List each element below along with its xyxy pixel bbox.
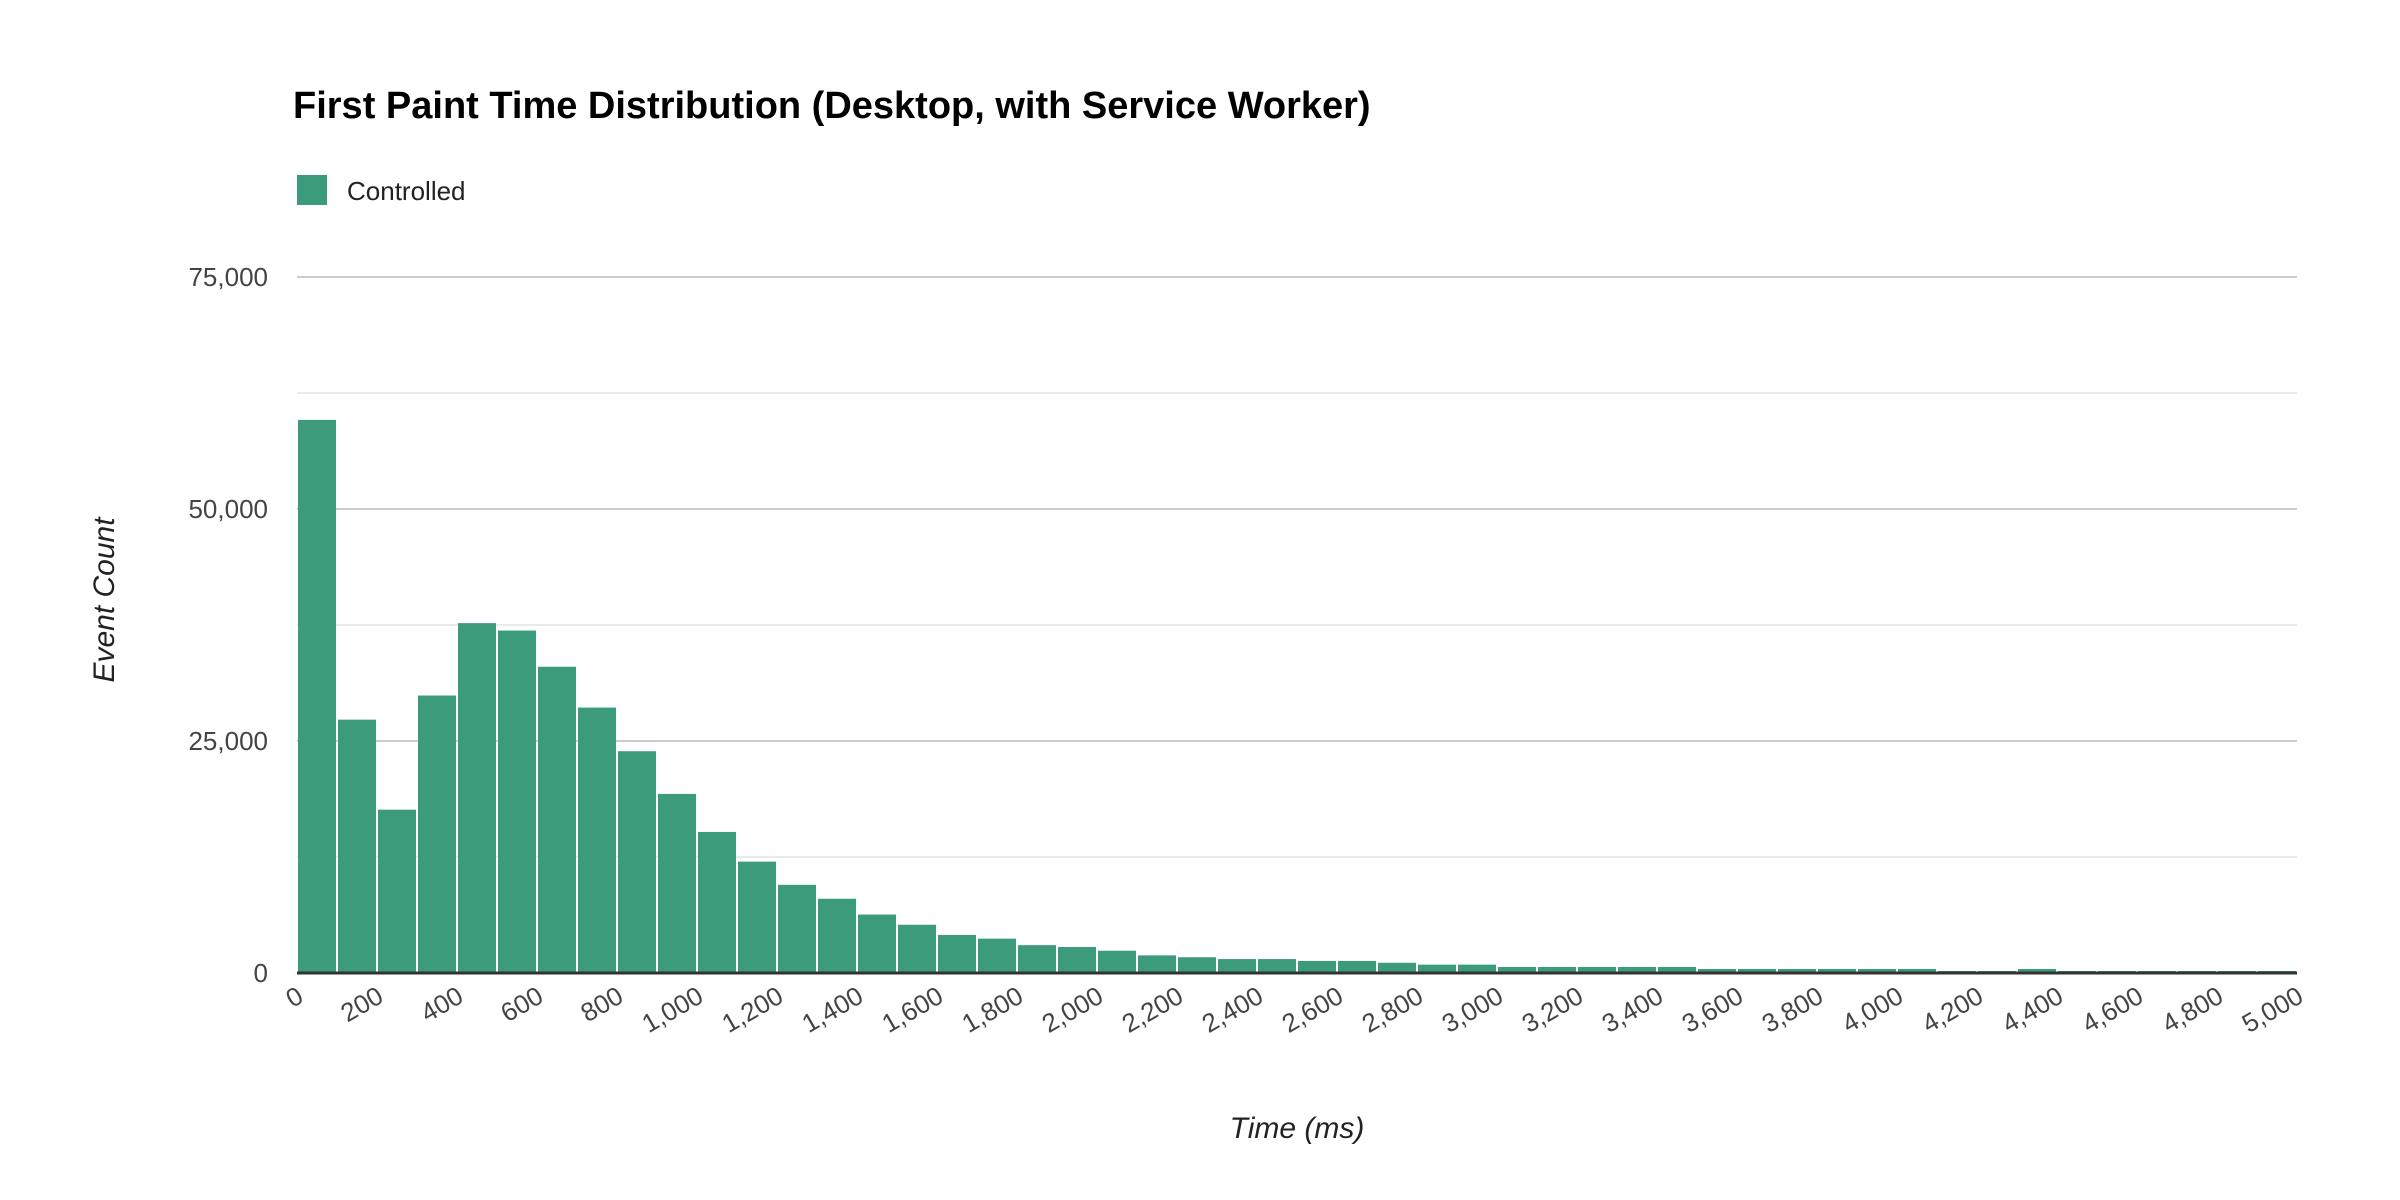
histogram-bar bbox=[1618, 966, 1656, 973]
x-tick-label: 4,200 bbox=[1917, 980, 1988, 1039]
histogram-bar bbox=[818, 898, 856, 973]
x-tick-label: 2,400 bbox=[1197, 980, 1268, 1039]
x-tick-label: 1,800 bbox=[957, 980, 1028, 1039]
histogram-bar bbox=[338, 719, 376, 973]
legend-swatch-controlled bbox=[297, 175, 327, 205]
x-tick-label: 4,000 bbox=[1837, 980, 1908, 1039]
x-tick-label: 4,800 bbox=[2157, 980, 2228, 1039]
x-axis-ticks: 0 200 400 600 800 1,000 1,200 1,400 1,600 1,800 2,… bbox=[280, 980, 2308, 1039]
histogram-bar bbox=[1378, 962, 1416, 973]
x-tick-label: 3,800 bbox=[1757, 980, 1828, 1039]
histogram-bar bbox=[2018, 969, 2056, 973]
x-tick-label: 200 bbox=[335, 980, 388, 1028]
x-tick-label: 3,000 bbox=[1437, 980, 1508, 1039]
histogram-bar bbox=[1498, 966, 1536, 973]
x-tick-label: 1,400 bbox=[797, 980, 868, 1039]
histogram-bar bbox=[1858, 969, 1896, 973]
histogram-bar bbox=[1258, 959, 1296, 973]
histogram-bar bbox=[1418, 964, 1456, 973]
histogram-bar bbox=[1818, 969, 1856, 973]
histogram-bar bbox=[738, 861, 776, 973]
y-tick-label: 75,000 bbox=[188, 262, 268, 292]
histogram-bar bbox=[458, 623, 496, 973]
histogram-bar bbox=[538, 666, 576, 973]
legend-label-controlled: Controlled bbox=[347, 176, 466, 206]
histogram-bar bbox=[1778, 969, 1816, 973]
histogram-bar bbox=[1538, 966, 1576, 973]
x-tick-label: 2,000 bbox=[1037, 980, 1108, 1039]
histogram-bar bbox=[1138, 955, 1176, 973]
x-tick-label: 0 bbox=[280, 980, 308, 1013]
x-axis-title: Time (ms) bbox=[1230, 1112, 1365, 1145]
x-tick-label: 600 bbox=[495, 980, 548, 1028]
x-tick-label: 2,200 bbox=[1117, 980, 1188, 1039]
histogram-bar bbox=[1898, 969, 1936, 973]
x-tick-label: 2,800 bbox=[1357, 980, 1428, 1039]
y-tick-label: 0 bbox=[254, 958, 268, 988]
x-tick-label: 1,000 bbox=[637, 980, 708, 1039]
histogram-bar bbox=[618, 751, 656, 973]
histogram-bar bbox=[1218, 959, 1256, 973]
x-tick-label: 4,400 bbox=[1997, 980, 2068, 1039]
histogram-bar bbox=[1698, 969, 1736, 973]
histogram-bar bbox=[1178, 957, 1216, 973]
x-tick-label: 800 bbox=[575, 980, 628, 1028]
histogram-bar bbox=[1098, 950, 1136, 973]
bars bbox=[298, 419, 2296, 973]
histogram-bar bbox=[1458, 964, 1496, 973]
x-tick-label: 1,600 bbox=[877, 980, 948, 1039]
legend: Controlled bbox=[297, 175, 466, 206]
histogram-bar bbox=[298, 419, 336, 973]
histogram-bar bbox=[658, 793, 696, 973]
histogram-bar bbox=[378, 809, 416, 973]
y-tick-label: 50,000 bbox=[188, 494, 268, 524]
histogram-bar bbox=[938, 934, 976, 973]
x-tick-label: 4,600 bbox=[2077, 980, 2148, 1039]
histogram-bar bbox=[1298, 960, 1336, 973]
histogram-bar bbox=[1338, 960, 1376, 973]
histogram-bar bbox=[978, 938, 1016, 973]
y-axis-ticks: 0 25,000 50,000 75,000 bbox=[188, 262, 268, 988]
x-tick-label: 3,200 bbox=[1517, 980, 1588, 1039]
histogram-bar bbox=[1658, 966, 1696, 973]
histogram-bar bbox=[1738, 969, 1776, 973]
histogram-bar bbox=[898, 924, 936, 973]
gridlines bbox=[297, 276, 2297, 858]
x-tick-label: 1,200 bbox=[717, 980, 788, 1039]
x-tick-label: 2,600 bbox=[1277, 980, 1348, 1039]
x-tick-label: 3,400 bbox=[1597, 980, 1668, 1039]
histogram-bar bbox=[578, 707, 616, 973]
y-tick-label: 25,000 bbox=[188, 726, 268, 756]
x-tick-label: 5,000 bbox=[2237, 980, 2308, 1039]
x-tick-label: 400 bbox=[415, 980, 468, 1028]
histogram-bar bbox=[778, 884, 816, 973]
histogram-bar bbox=[498, 630, 536, 973]
histogram-bar bbox=[418, 695, 456, 973]
histogram-bar bbox=[1058, 947, 1096, 973]
histogram-bar bbox=[1578, 966, 1616, 973]
histogram-bar bbox=[698, 831, 736, 973]
histogram-bar bbox=[858, 914, 896, 973]
x-tick-label: 3,600 bbox=[1677, 980, 1748, 1039]
histogram-bar bbox=[1018, 945, 1056, 973]
y-axis-title: Event Count bbox=[88, 516, 121, 683]
chart-title: First Paint Time Distribution (Desktop, … bbox=[293, 85, 1371, 127]
